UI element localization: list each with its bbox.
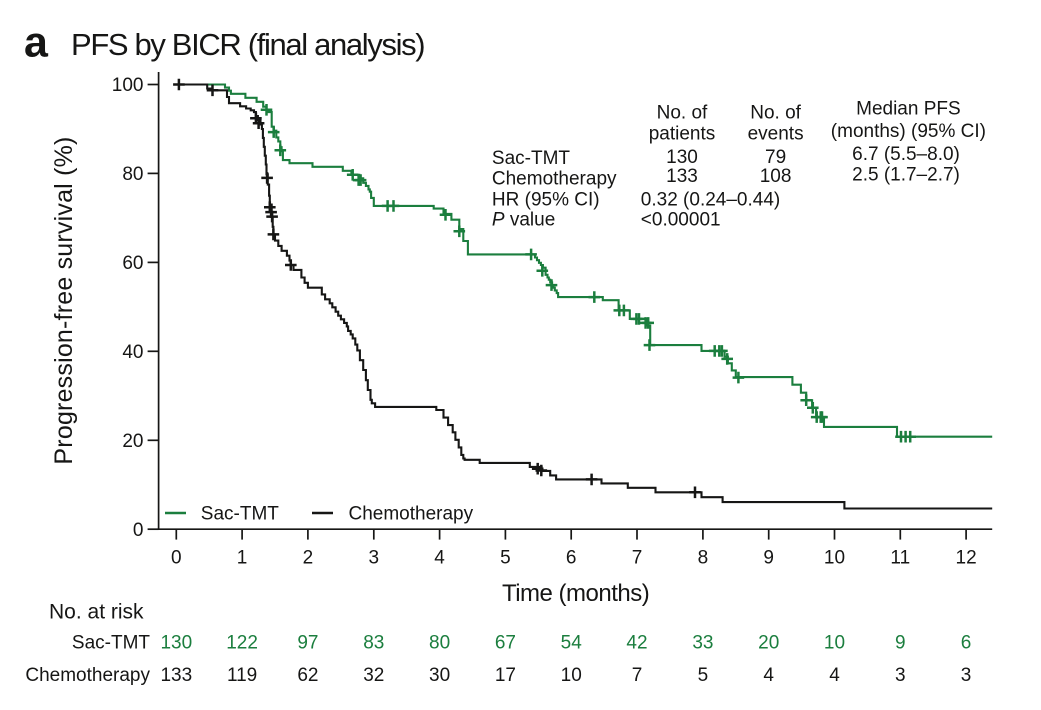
svg-text:40: 40	[122, 342, 143, 363]
svg-text:119: 119	[227, 665, 257, 686]
svg-text:Sac-TMT: Sac-TMT	[492, 148, 571, 169]
svg-text:10: 10	[824, 548, 845, 569]
svg-text:5: 5	[698, 665, 709, 686]
svg-text:patients: patients	[649, 123, 716, 144]
svg-text:83: 83	[363, 633, 384, 654]
svg-text:12: 12	[956, 548, 977, 569]
svg-text:10: 10	[824, 633, 845, 654]
svg-text:Sac-TMT: Sac-TMT	[201, 504, 279, 525]
svg-text:108: 108	[760, 166, 792, 187]
svg-text:67: 67	[495, 633, 516, 654]
svg-text:42: 42	[626, 633, 647, 654]
svg-text:4: 4	[434, 548, 445, 569]
svg-text:No. at risk: No. at risk	[49, 601, 144, 624]
svg-text:133: 133	[160, 665, 192, 686]
svg-text:0: 0	[133, 520, 144, 541]
svg-text:No. of: No. of	[750, 103, 801, 124]
svg-text:9: 9	[763, 548, 774, 569]
svg-text:4: 4	[763, 665, 774, 686]
svg-text:11: 11	[890, 548, 910, 569]
svg-text:17: 17	[495, 665, 516, 686]
svg-text:6: 6	[961, 633, 972, 654]
svg-text:130: 130	[160, 633, 192, 654]
svg-text:32: 32	[363, 665, 384, 686]
svg-text:62: 62	[297, 665, 318, 686]
svg-text:Chemotherapy: Chemotherapy	[25, 665, 150, 686]
svg-text:P value: P value	[492, 209, 555, 230]
svg-text:33: 33	[692, 633, 713, 654]
svg-text:80: 80	[122, 164, 143, 185]
svg-text:100: 100	[112, 75, 144, 96]
svg-text:Chemotherapy: Chemotherapy	[492, 169, 617, 190]
svg-text:Median PFS: Median PFS	[856, 99, 961, 120]
svg-text:97: 97	[297, 633, 318, 654]
svg-text:<0.00001: <0.00001	[641, 209, 721, 230]
svg-text:7: 7	[632, 548, 643, 569]
svg-text:6: 6	[566, 548, 577, 569]
svg-text:Progression-free survival (%): Progression-free survival (%)	[50, 136, 78, 464]
svg-text:(months) (95% CI): (months) (95% CI)	[831, 121, 986, 142]
svg-text:0: 0	[171, 548, 182, 569]
svg-text:9: 9	[895, 633, 906, 654]
svg-text:3: 3	[895, 665, 906, 686]
svg-text:80: 80	[429, 633, 450, 654]
svg-text:2: 2	[303, 548, 314, 569]
svg-text:2.5 (1.7–2.7): 2.5 (1.7–2.7)	[852, 165, 960, 186]
svg-text:30: 30	[429, 665, 450, 686]
svg-text:5: 5	[500, 548, 511, 569]
svg-text:79: 79	[765, 147, 786, 168]
svg-text:7: 7	[632, 665, 643, 686]
svg-text:events: events	[748, 123, 804, 144]
svg-text:0.32 (0.24–0.44): 0.32 (0.24–0.44)	[641, 189, 780, 210]
svg-text:3: 3	[961, 665, 972, 686]
svg-text:HR (95% CI): HR (95% CI)	[492, 189, 600, 210]
svg-text:60: 60	[122, 253, 143, 274]
svg-text:8: 8	[698, 548, 709, 569]
svg-text:122: 122	[226, 633, 258, 654]
svg-text:3: 3	[369, 548, 380, 569]
svg-text:a: a	[24, 19, 49, 67]
svg-text:No. of: No. of	[657, 103, 708, 124]
svg-text:20: 20	[758, 633, 779, 654]
svg-text:130: 130	[666, 147, 698, 168]
svg-text:10: 10	[561, 665, 582, 686]
svg-text:54: 54	[561, 633, 583, 654]
svg-text:1: 1	[237, 548, 248, 569]
svg-text:Sac-TMT: Sac-TMT	[72, 633, 151, 654]
svg-text:20: 20	[122, 431, 143, 452]
svg-text:Chemotherapy: Chemotherapy	[349, 504, 474, 525]
svg-text:6.7 (5.5–8.0): 6.7 (5.5–8.0)	[852, 144, 960, 165]
svg-text:4: 4	[829, 665, 840, 686]
svg-text:133: 133	[666, 166, 698, 187]
svg-text:PFS by BICR (final analysis): PFS by BICR (final analysis)	[71, 27, 424, 62]
svg-text:Time (months): Time (months)	[502, 580, 649, 607]
